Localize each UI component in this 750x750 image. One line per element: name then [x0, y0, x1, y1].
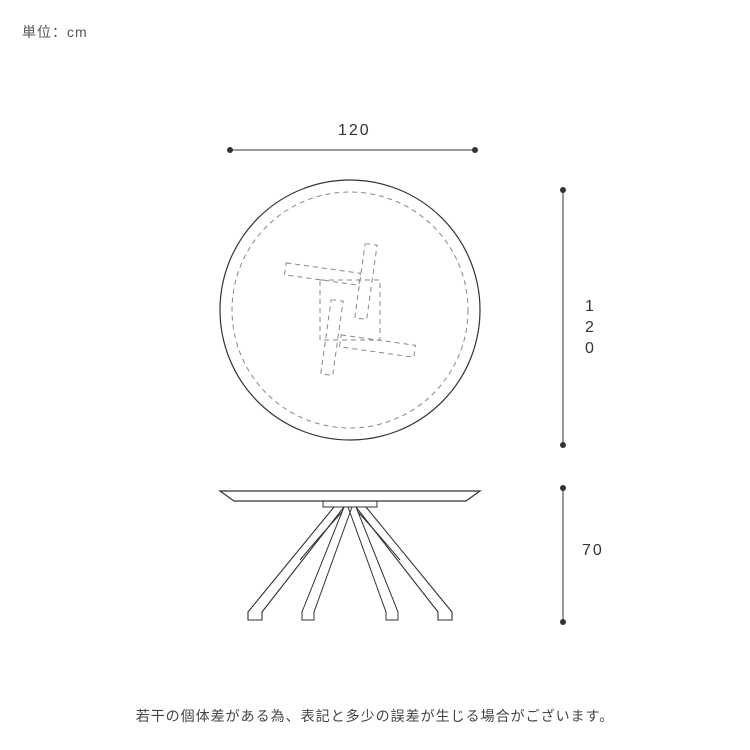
dimension-height [560, 485, 566, 625]
width-value: 120 [338, 122, 371, 140]
depth-value: 120 [580, 298, 598, 361]
top-view [220, 180, 480, 440]
height-value: 70 [582, 542, 604, 560]
dimension-width [227, 147, 478, 153]
technical-drawing [0, 0, 750, 750]
dimension-depth [560, 187, 566, 448]
footnote-text: 若干の個体差がある為、表記と多少の誤差が生じる場合がございます。 [0, 706, 750, 726]
side-view [220, 491, 480, 620]
